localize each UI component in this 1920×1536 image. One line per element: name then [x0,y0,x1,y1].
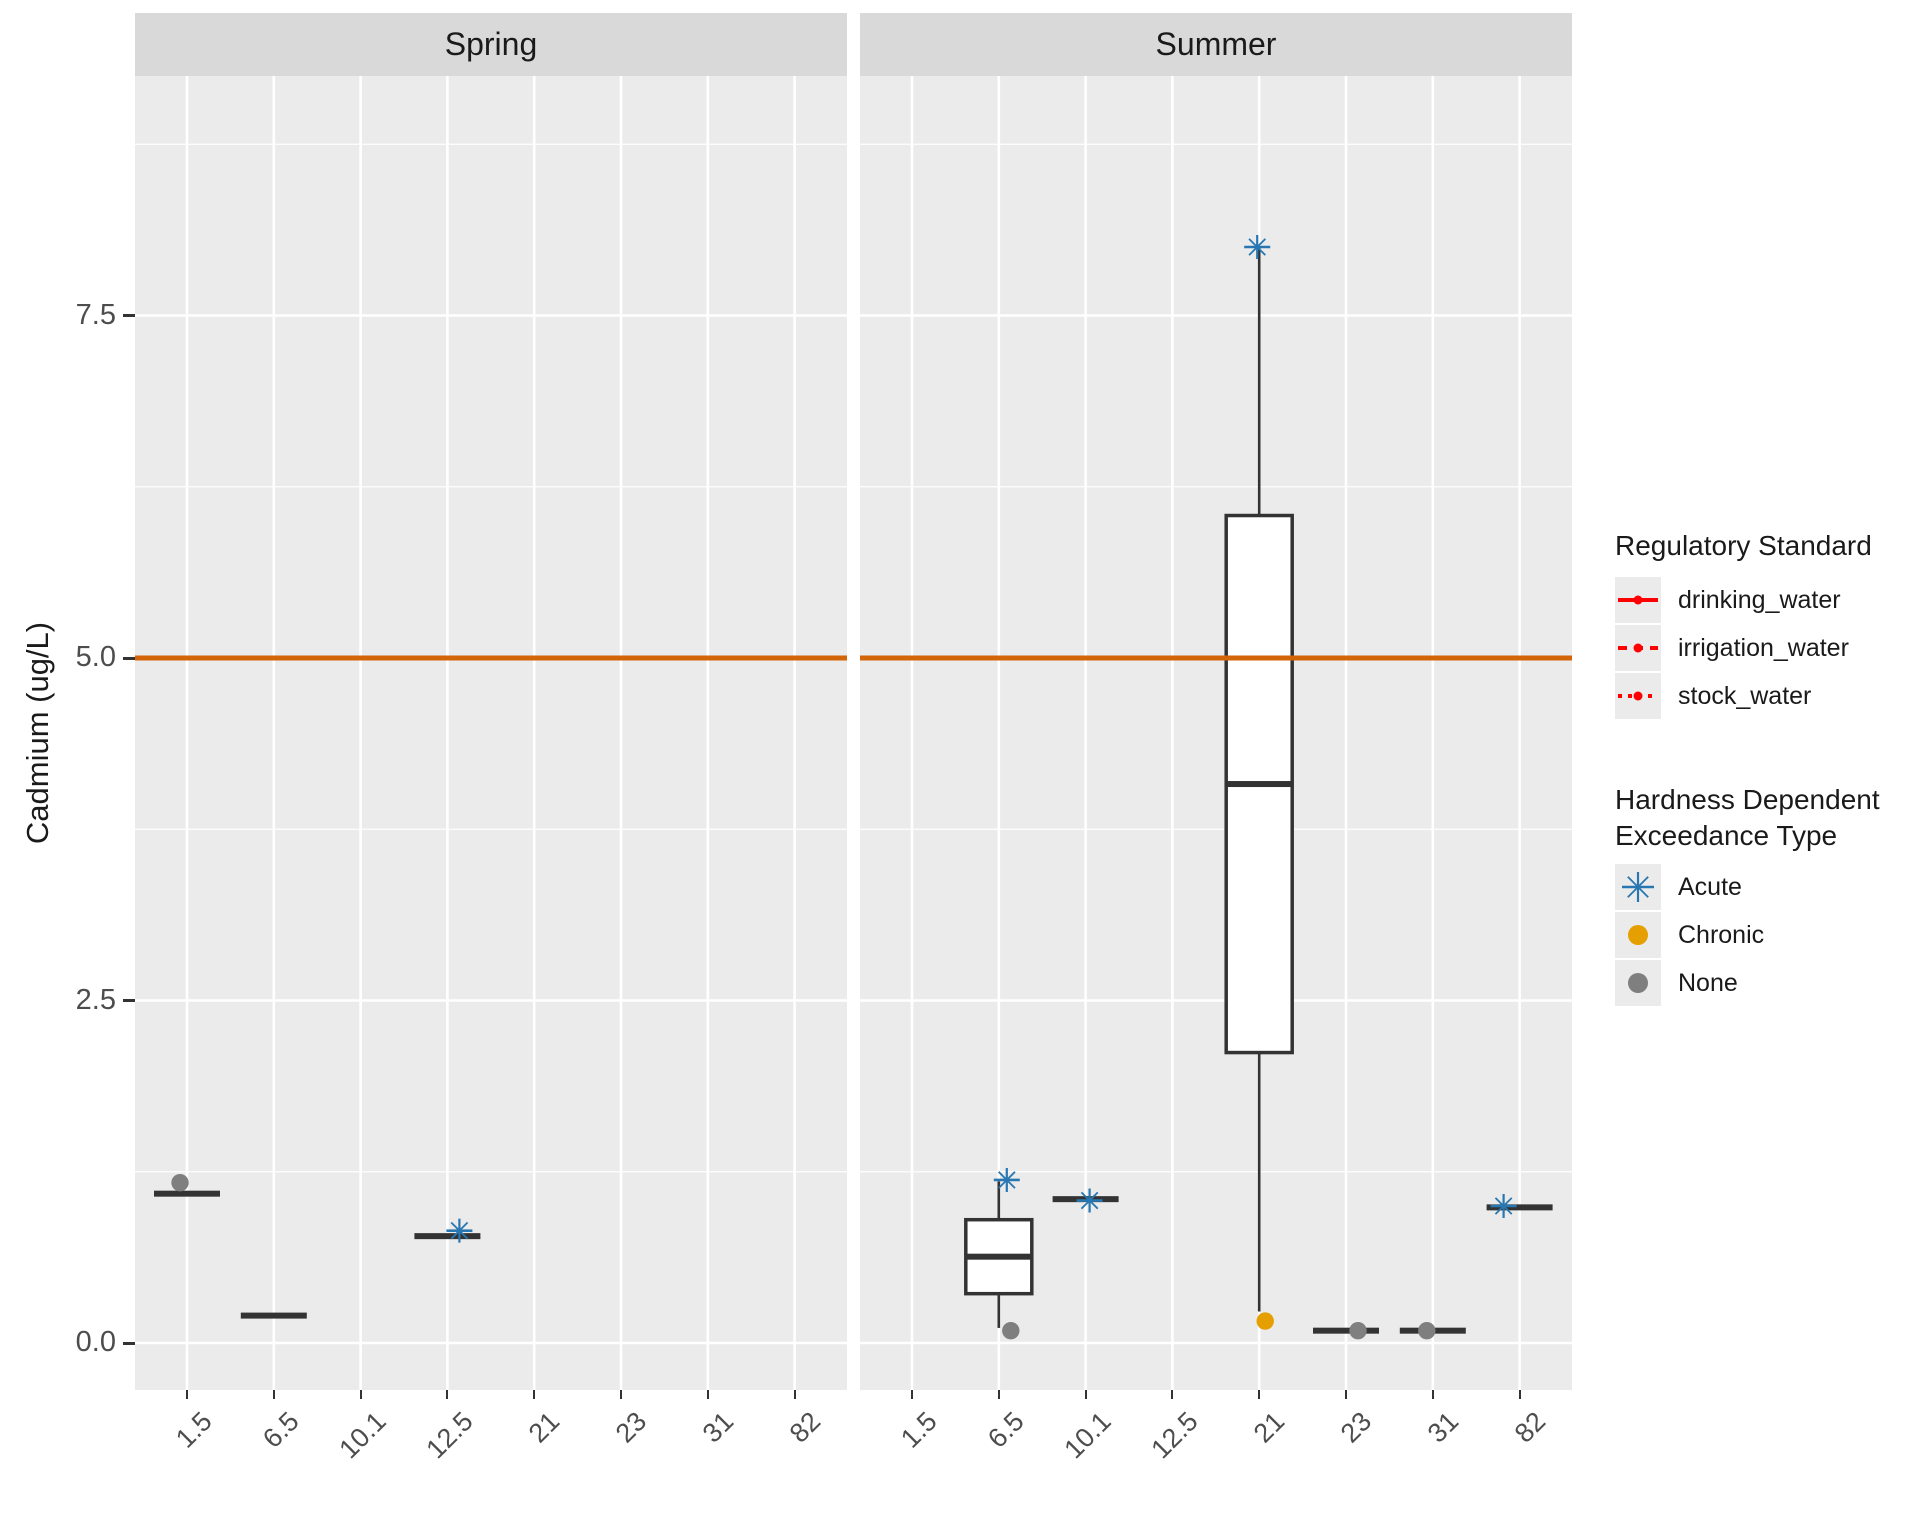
chronic-point [1256,1312,1274,1330]
acute-asterisk-icon [1244,235,1271,259]
acute-asterisk-icon [446,1218,473,1243]
none-point [1418,1321,1436,1340]
legend-exceedance-type: Hardness Dependent Exceedance Type Acute… [1615,782,1880,1006]
x-tick-label: 82 [783,1406,826,1449]
legend-item-irrigation_water: irrigation_water [1615,625,1849,671]
x-tick-mark [1171,1390,1174,1399]
x-tick-label: 12.5 [1145,1406,1204,1465]
legend-item-acute: Acute [1615,864,1742,910]
legend-title: Regulatory Standard [1615,530,1872,561]
x-tick-label: 31 [696,1406,740,1449]
legend-item-drinking_water: drinking_water [1615,577,1841,623]
x-tick-mark [1258,1390,1261,1399]
x-tick-mark [793,1390,796,1399]
legend-key-asterisk-icon [1615,864,1661,910]
none-point [171,1174,189,1192]
y-tick-label: 7.5 [75,298,116,331]
flat-boxplot [240,1312,307,1319]
legend-item-label: None [1678,968,1738,997]
x-tick-label: 23 [609,1406,653,1449]
x-tick-mark [1518,1390,1521,1399]
legend-item-label: stock_water [1678,681,1812,710]
median-line [965,1253,1032,1260]
flat-boxplot [414,1233,481,1240]
y-tick-mark [123,999,135,1002]
legend-key-dotted-line-icon [1615,673,1661,719]
y-tick-label: 2.5 [75,983,116,1016]
x-tick-mark [1084,1390,1087,1399]
y-tick-mark [123,656,135,660]
flat-boxplot [1313,1327,1379,1334]
legend-item-stock_water: stock_water [1615,673,1811,719]
legend-item-label: drinking_water [1678,585,1841,614]
x-tick-mark [706,1390,709,1399]
acute-asterisk-icon [1490,1194,1517,1218]
y-tick-label: 5.0 [75,641,116,673]
panel-summer [860,76,1572,1390]
x-tick-mark [272,1390,275,1399]
facet-strip-label: Spring [444,26,538,62]
facet-strip-summer: Summer [860,13,1572,76]
x-tick-mark [533,1390,536,1399]
legend-item-none: None [1615,960,1738,1006]
legend-item-label: Chronic [1678,920,1765,949]
x-tick-mark [1345,1390,1347,1399]
none-point [1349,1321,1367,1340]
x-tick-mark [911,1390,913,1399]
facet-strip-spring: Spring [135,13,847,76]
x-tick-label: 82 [1508,1406,1551,1449]
panel-spring [135,76,847,1390]
x-tick-label: 6.5 [982,1406,1031,1454]
x-tick-label: 21 [522,1406,566,1449]
x-tick-label: 21 [1247,1406,1291,1449]
legend-key-dot-icon [1615,912,1661,958]
legend-key-dot-icon [1615,960,1661,1006]
acute-asterisk-icon [993,1167,1020,1192]
acute-asterisk-icon [1076,1188,1103,1213]
flat-boxplot [1052,1196,1119,1203]
x-tick-label: 1.5 [170,1406,219,1454]
x-tick-mark [620,1390,622,1399]
x-tick-mark [997,1390,1000,1399]
y-tick-mark [123,1341,135,1345]
flat-boxplot [1486,1204,1553,1211]
x-tick-label: 10.1 [1058,1406,1117,1465]
legend-item-label: Acute [1678,872,1742,901]
legend-key-solid-line-icon [1615,577,1661,623]
legend-key-dashed-line-icon [1615,625,1661,671]
legend-item-label: irrigation_water [1678,633,1849,662]
none-point [1002,1321,1020,1340]
legend-title: Hardness Dependent Exceedance Type [1615,784,1880,851]
x-tick-mark [1431,1390,1434,1399]
x-tick-label: 23 [1334,1406,1378,1449]
legend-item-chronic: Chronic [1615,912,1764,958]
flat-boxplot [154,1190,220,1197]
x-tick-mark [446,1390,449,1399]
x-tick-mark [186,1390,188,1399]
x-tick-label: 31 [1421,1406,1465,1449]
y-tick-label: 0.0 [75,1326,116,1358]
x-tick-label: 12.5 [420,1406,479,1465]
median-line [1226,781,1293,788]
x-tick-mark [359,1390,362,1399]
x-tick-label: 10.1 [333,1406,392,1465]
y-tick-mark [123,314,135,317]
x-tick-label: 1.5 [895,1406,944,1454]
facet-strip-label: Summer [1155,26,1277,62]
x-tick-label: 6.5 [257,1406,306,1454]
acute-asterisk-icon [1622,872,1654,902]
